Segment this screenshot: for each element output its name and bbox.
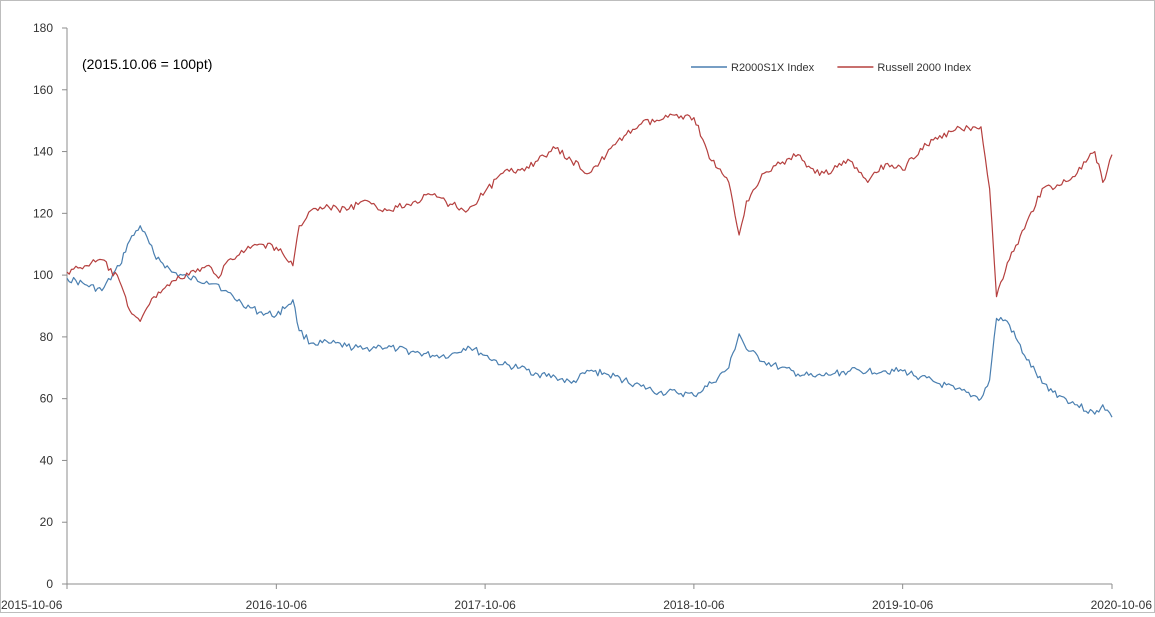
legend-label: Russell 2000 Index: [877, 62, 971, 74]
x-tick-label: 2018-10-06: [663, 598, 725, 612]
series-line: [66, 113, 1113, 322]
y-tick-label: 40: [40, 453, 54, 467]
series-line: [66, 225, 1113, 418]
y-tick-label: 120: [33, 206, 53, 220]
y-tick-label: 80: [40, 330, 54, 344]
y-tick-label: 60: [40, 392, 54, 406]
legend: R2000S1X Index Russell 2000 Index: [691, 62, 971, 74]
x-tick-label: 2017-10-06: [454, 598, 516, 612]
legend-label: R2000S1X Index: [731, 62, 815, 74]
series-layer: [66, 113, 1113, 418]
chart-annotation: (2015.10.06 = 100pt): [82, 56, 212, 72]
y-tick-label: 160: [33, 83, 53, 97]
x-tick-label: 2015-10-06: [1, 598, 63, 612]
y-tick-label: 140: [33, 145, 53, 159]
y-tick-label: 180: [33, 21, 53, 35]
y-tick-label: 100: [33, 268, 53, 282]
y-tick-label: 20: [40, 515, 54, 529]
y-tick-label: 0: [46, 577, 53, 591]
x-tick-label: 2016-10-06: [246, 598, 308, 612]
x-tick-label: 2020-10-06: [1091, 598, 1153, 612]
x-tick-label: 2019-10-06: [872, 598, 934, 612]
axes: 0 20 40 60 80 100 120 140 160 180 2015-10-06 2016-1…: [1, 21, 1152, 612]
